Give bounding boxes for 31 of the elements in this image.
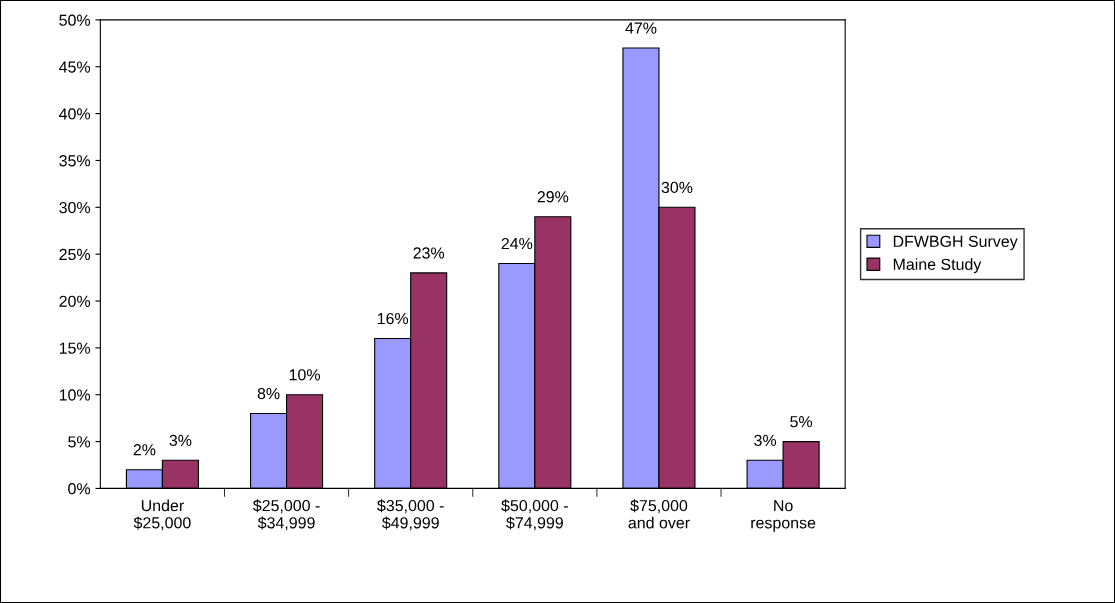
data-label: 3% bbox=[754, 434, 777, 447]
x-tick-label: $75,000 and over bbox=[628, 499, 690, 529]
x-tick-label: Under $25,000 bbox=[133, 499, 191, 531]
y-tick-label: 30% bbox=[59, 201, 91, 214]
data-label: 30% bbox=[661, 181, 693, 194]
x-tick-label: $35,000 - $49,999 bbox=[377, 499, 444, 531]
y-tick-label: 5% bbox=[68, 436, 91, 448]
y-tick-label: 35% bbox=[59, 155, 91, 167]
data-label: 8% bbox=[257, 387, 280, 400]
y-tick-label: 15% bbox=[59, 342, 91, 354]
data-label: 5% bbox=[790, 416, 813, 428]
x-tick-label: $50,000 - $74,999 bbox=[501, 499, 568, 531]
y-tick-label: 25% bbox=[59, 248, 91, 261]
x-tick-label: No response bbox=[751, 500, 816, 532]
y-tick-label: 40% bbox=[59, 108, 91, 120]
data-label: 23% bbox=[413, 247, 445, 259]
y-tick-label: 10% bbox=[59, 389, 91, 401]
y-tick-label: 0% bbox=[68, 483, 91, 495]
data-label: 16% bbox=[377, 312, 409, 325]
y-tick-label: 50% bbox=[59, 14, 91, 26]
legend-label: Maine Study bbox=[893, 258, 982, 274]
data-label: 47% bbox=[625, 22, 657, 34]
data-label: 2% bbox=[133, 444, 156, 456]
x-tick-label: $25,000 - $34,999 bbox=[252, 499, 320, 531]
y-tick-label: 20% bbox=[59, 295, 91, 307]
data-label: 3% bbox=[169, 434, 192, 447]
legend-label: DFWBGH Survey bbox=[893, 235, 1018, 251]
data-label: 10% bbox=[289, 369, 320, 381]
data-label: 24% bbox=[501, 237, 533, 250]
y-tick-label: 45% bbox=[59, 61, 91, 73]
data-label: 29% bbox=[537, 191, 569, 203]
